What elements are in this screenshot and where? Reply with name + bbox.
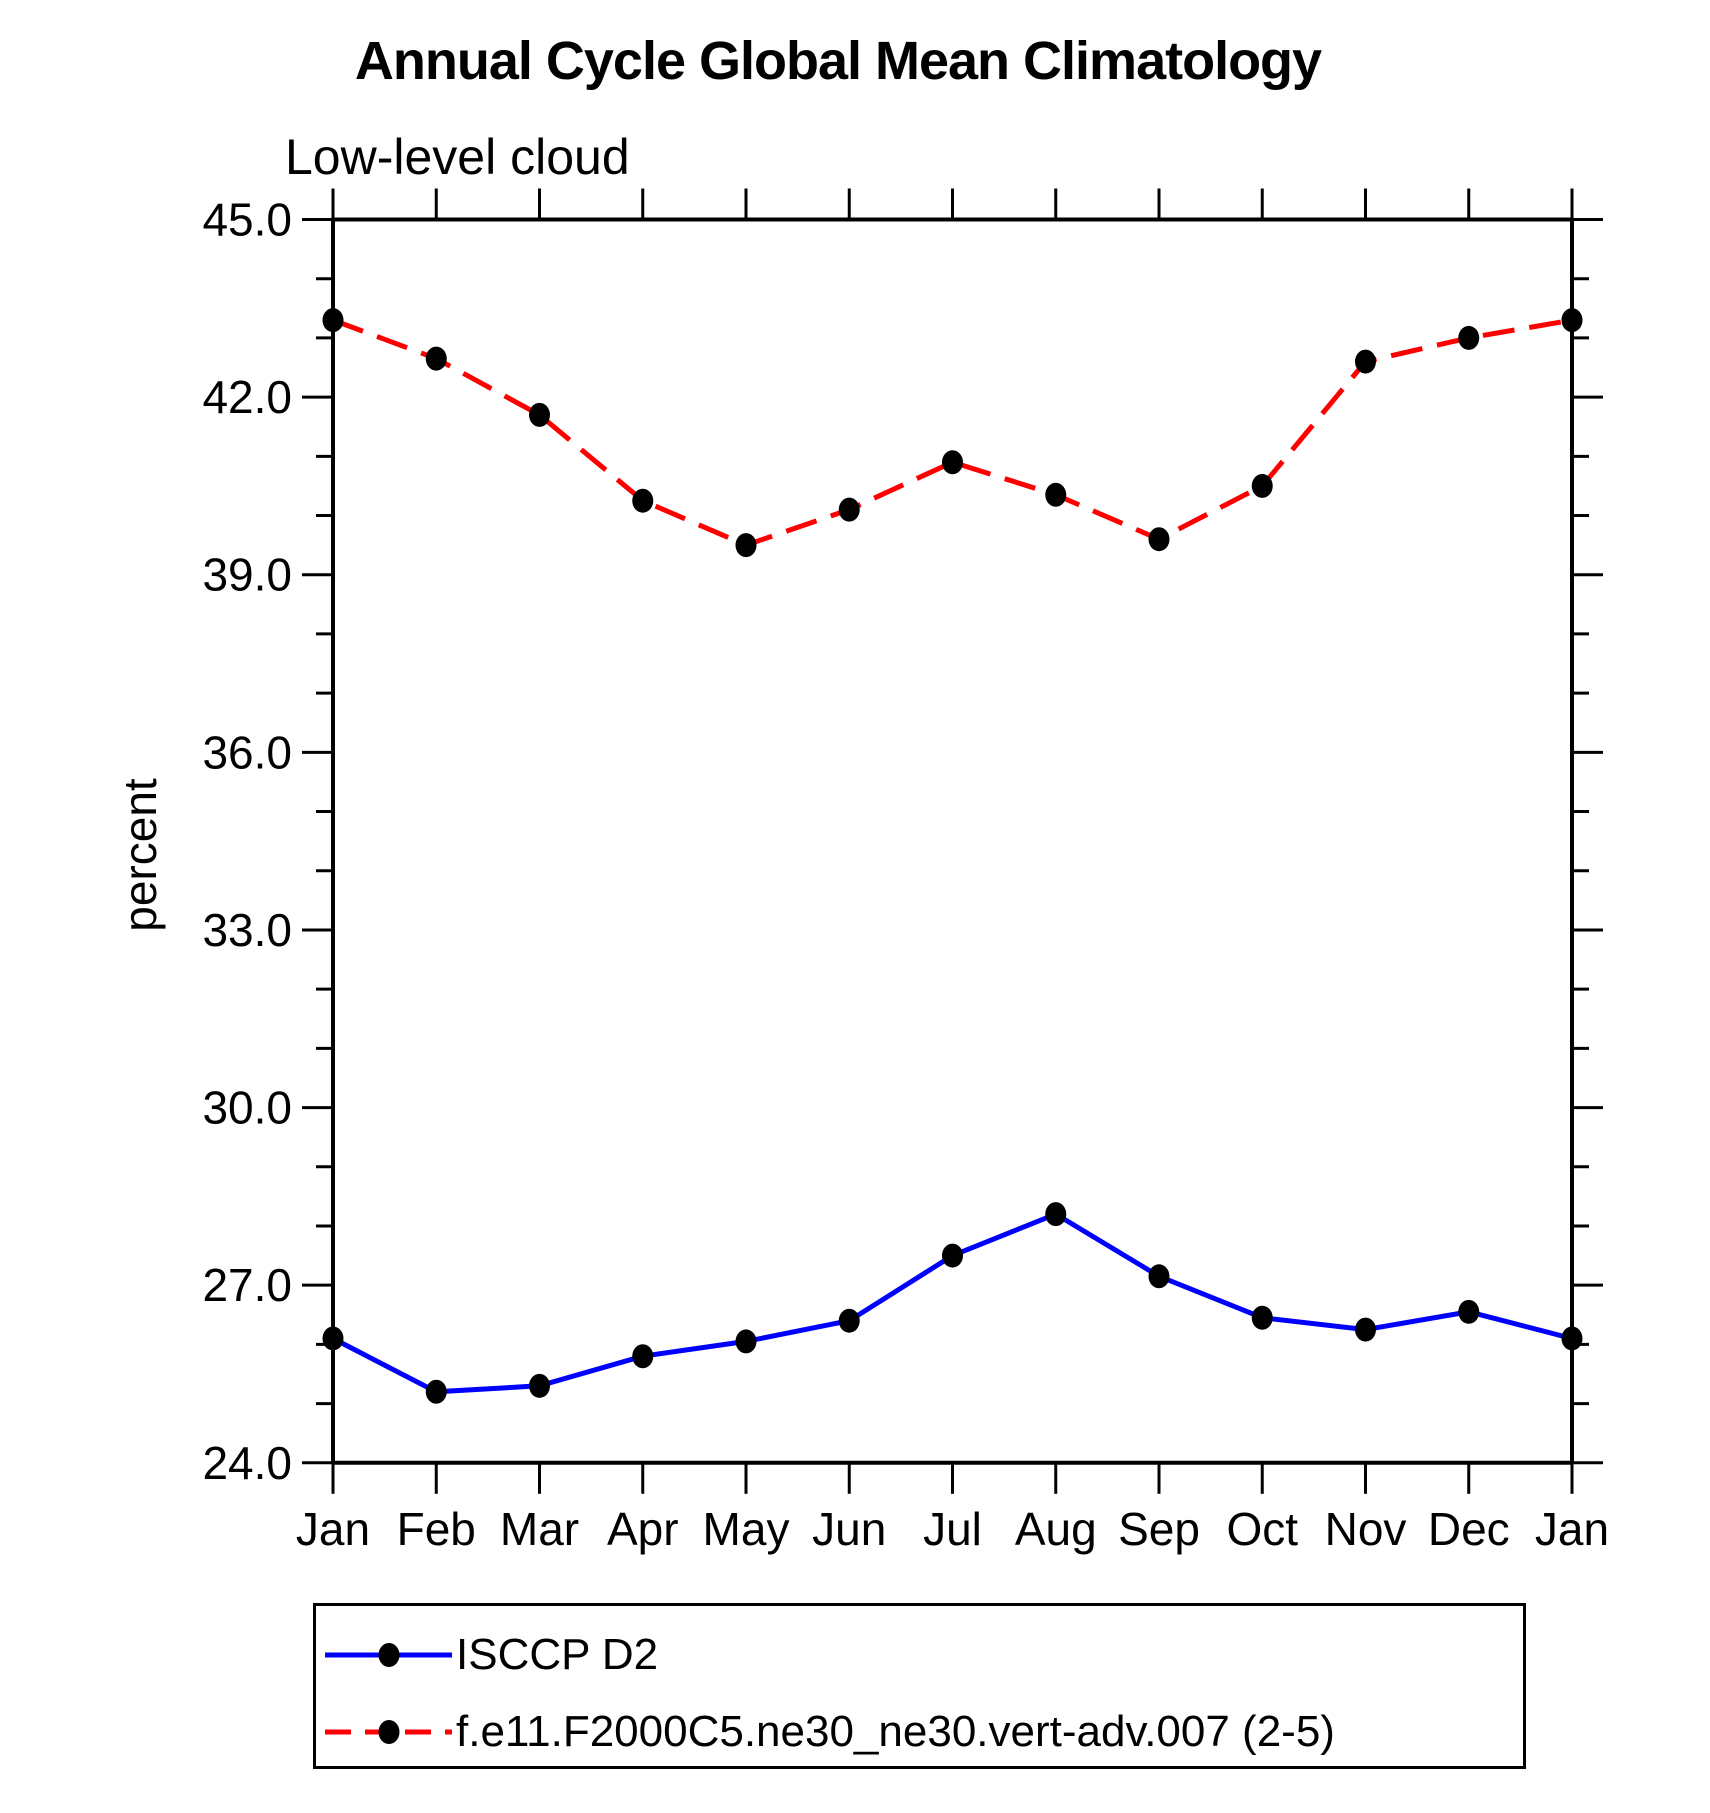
legend-entry-model: f.e11.F2000C5.ne30_ne30.vert-adv.007 (2-…: [321, 1710, 1335, 1754]
legend-label-model: f.e11.F2000C5.ne30_ne30.vert-adv.007 (2-…: [456, 1707, 1335, 1756]
x-axis-tick-label: May: [703, 1503, 790, 1555]
data-point-marker-isccp-d2: [425, 1379, 447, 1404]
data-point-marker-isccp-d2: [322, 1326, 344, 1351]
data-point-marker-model: [1458, 325, 1480, 350]
x-axis-tick-label: Feb: [397, 1503, 476, 1555]
x-axis-tick-label: Sep: [1118, 1503, 1200, 1555]
x-axis-tick-label: Jan: [1535, 1503, 1609, 1555]
legend-label-isccp-d2: ISCCP D2: [456, 1630, 659, 1679]
data-point-marker-isccp-d2: [1355, 1317, 1376, 1342]
data-point-marker-isccp-d2: [1458, 1299, 1480, 1324]
data-point-marker-model: [1561, 308, 1583, 333]
legend-sample-dashed-line: [325, 1720, 452, 1744]
x-axis-tick-label: Mar: [500, 1503, 579, 1555]
data-point-marker-model: [735, 533, 757, 558]
data-point-marker-isccp-d2: [942, 1243, 963, 1268]
data-point-marker-model: [838, 497, 860, 522]
y-axis-tick-label: 39.0: [202, 549, 292, 601]
data-point-marker-model: [1045, 482, 1067, 507]
legend-sample-solid-line: [325, 1643, 452, 1667]
y-axis-tick-label: 24.0: [202, 1437, 292, 1489]
chart-title: Annual Cycle Global Mean Climatology: [354, 31, 1322, 91]
y-axis-tick-label: 27.0: [202, 1259, 292, 1311]
x-axis-tick-label: Apr: [607, 1503, 679, 1555]
data-point-marker-model: [529, 402, 550, 427]
data-point-marker-model: [1251, 473, 1273, 498]
x-axis-tick-label: Jul: [923, 1503, 982, 1555]
y-axis-tick-label: 30.0: [202, 1082, 292, 1134]
data-point-marker-model: [425, 346, 447, 371]
data-point-marker-isccp-d2: [1251, 1305, 1273, 1330]
series-line-model: [332, 317, 1573, 548]
data-point-marker-model: [322, 308, 344, 333]
data-point-marker-model: [1148, 527, 1170, 552]
x-axis-tick-label: Jun: [812, 1503, 886, 1555]
x-axis-tick-label: Dec: [1428, 1503, 1510, 1555]
legend-box: ISCCP D2 f.e11.F2000C5.ne30_ne30.vert-ad…: [313, 1603, 1526, 1769]
legend-marker-dot: [378, 1720, 400, 1744]
data-point-marker-model: [1355, 349, 1376, 374]
data-point-marker-model: [942, 450, 963, 475]
data-point-marker-isccp-d2: [838, 1308, 860, 1333]
y-axis-tick-label: 33.0: [202, 904, 292, 956]
chart-subtitle: Low-level cloud: [285, 129, 630, 185]
data-point-marker-isccp-d2: [529, 1373, 550, 1398]
y-axis-tick-label: 42.0: [202, 371, 292, 423]
x-axis-tick-label: Aug: [1015, 1503, 1097, 1555]
data-point-marker-isccp-d2: [735, 1329, 757, 1354]
data-point-marker-isccp-d2: [1148, 1264, 1170, 1289]
data-point-marker-isccp-d2: [1045, 1202, 1067, 1227]
x-axis-tick-label: Oct: [1226, 1503, 1298, 1555]
y-axis-tick-label: 45.0: [202, 194, 292, 246]
legend-marker-dot: [378, 1643, 400, 1667]
x-axis-tick-label: Nov: [1325, 1503, 1407, 1555]
data-point-marker-isccp-d2: [1561, 1326, 1583, 1351]
x-axis-tick-label: Jan: [296, 1503, 370, 1555]
data-point-marker-model: [632, 488, 654, 513]
y-axis-tick-label: 36.0: [202, 726, 292, 778]
legend-entry-isccp-d2: ISCCP D2: [321, 1633, 658, 1677]
series-line-isccp-d2: [331, 1211, 1573, 1395]
data-point-marker-isccp-d2: [632, 1344, 654, 1369]
